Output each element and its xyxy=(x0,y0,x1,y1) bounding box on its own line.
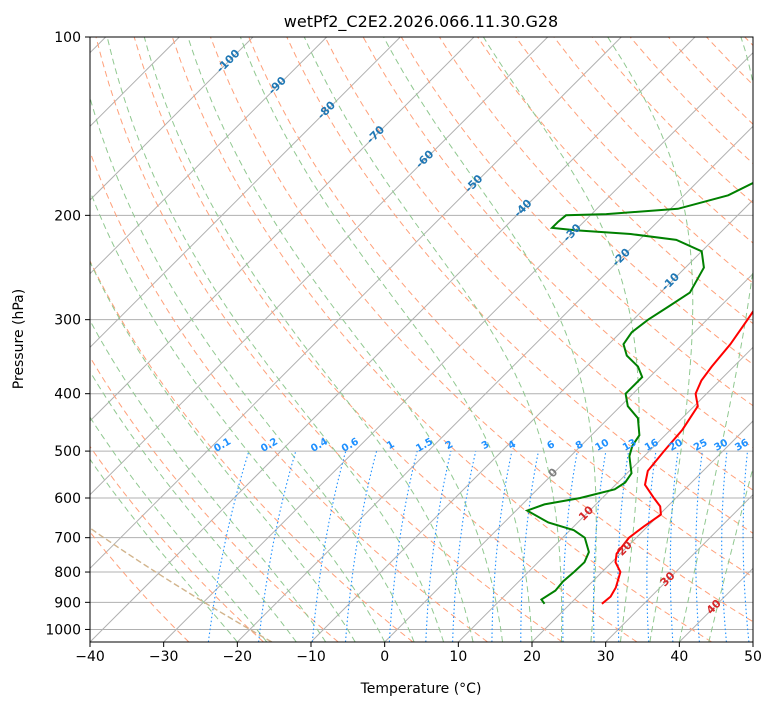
dry-adiabat-line xyxy=(745,37,775,642)
mixing-ratio-line xyxy=(521,451,539,642)
mixing-ratio-line xyxy=(312,451,345,642)
dry-adiabat-line xyxy=(58,37,488,642)
x-tick-label: −40 xyxy=(75,649,105,665)
isotherm-line xyxy=(164,37,769,642)
dry-adiabat-line xyxy=(516,37,775,642)
mixing-ratio-line xyxy=(208,451,249,642)
mixing-ratio-label: 2 xyxy=(444,439,456,452)
y-tick-label: 900 xyxy=(54,595,81,611)
line-labels: -100-90-80-70-60-50-40-30-20-10010203040… xyxy=(212,47,751,617)
y-tick-label: 1000 xyxy=(45,622,81,638)
mixing-ratio-line xyxy=(743,451,749,642)
dry-adiabat-line xyxy=(554,37,775,642)
mixing-ratio-line xyxy=(563,451,578,642)
chart-title: wetPf2_C2E2.2026.066.11.30.G28 xyxy=(284,12,558,32)
isotherm-line xyxy=(0,37,253,642)
isotherm-line xyxy=(237,37,775,642)
x-tick-label: 40 xyxy=(670,649,688,665)
background-lines xyxy=(0,37,775,642)
mixing-ratio-label: 0.6 xyxy=(340,436,361,454)
mixing-ratio-label: 3 xyxy=(480,439,492,452)
x-tick-label: 0 xyxy=(380,649,389,665)
mixing-ratio-line xyxy=(647,451,656,642)
moist-adiabat-line xyxy=(0,37,296,642)
x-tick-label: −10 xyxy=(296,649,326,665)
y-tick-label: 300 xyxy=(54,313,81,329)
dry-adiabat-line xyxy=(668,37,775,642)
x-axis-label: Temperature (°C) xyxy=(360,681,482,697)
y-tick-label: 800 xyxy=(54,565,81,581)
dry-adiabat-line xyxy=(0,37,189,642)
y-tick-label: 600 xyxy=(54,491,81,507)
y-tick-label: 100 xyxy=(54,30,81,46)
y-tick-label: 200 xyxy=(54,208,81,224)
mixing-ratio-line xyxy=(259,451,296,642)
isotherm-label: -90 xyxy=(266,74,289,97)
moist-adiabat-line xyxy=(23,37,356,642)
moist-adiabat-line xyxy=(188,37,503,642)
isotherm-line xyxy=(0,37,327,642)
lcl-curve xyxy=(0,37,272,642)
mixing-ratio-label: 1.5 xyxy=(414,436,435,454)
mixing-ratio-label: 0.4 xyxy=(309,436,330,454)
mixing-ratio-line xyxy=(722,451,727,642)
moist-adiabat-line xyxy=(144,37,473,642)
y-tick-label: 500 xyxy=(54,444,81,460)
plot-frame xyxy=(90,37,753,642)
x-tick-label: −20 xyxy=(223,649,253,665)
isotherm-line xyxy=(0,37,474,642)
mixing-ratio-label: 1 xyxy=(385,439,397,452)
moist-adiabat-line xyxy=(0,37,237,642)
y-tick-label: 700 xyxy=(54,531,81,547)
mixing-ratio-label: 0.2 xyxy=(259,436,280,454)
mixing-ratio-label: 0.1 xyxy=(212,436,233,454)
dry-adiabat-line xyxy=(707,37,775,642)
temperature-profile-line xyxy=(602,37,775,604)
mixing-ratio-line xyxy=(346,451,377,642)
isotherm-line xyxy=(16,37,621,642)
isotherm-line xyxy=(90,37,695,642)
dry-adiabat-line xyxy=(0,37,338,642)
x-tick-label: 20 xyxy=(523,649,541,665)
x-tick-label: 30 xyxy=(597,649,615,665)
moist-adiabat-line xyxy=(709,37,775,642)
dewpoint-profile-line xyxy=(527,37,775,604)
isotherm-line xyxy=(679,37,775,642)
dry-adiabat-line xyxy=(211,37,775,642)
y-tick-label: 400 xyxy=(54,387,81,403)
x-tick-label: −30 xyxy=(149,649,179,665)
dry-adiabat-line xyxy=(20,37,413,642)
y-axis-label: Pressure (hPa) xyxy=(11,289,27,389)
sounding-data xyxy=(527,37,775,604)
x-tick-label: 10 xyxy=(449,649,467,665)
moist-adiabat-line xyxy=(384,37,597,642)
x-tick-label: 50 xyxy=(744,649,762,665)
dry-adiabat-line xyxy=(0,37,264,642)
isotherm-line xyxy=(0,37,400,642)
isotherm-line xyxy=(753,37,775,642)
mixing-ratio-line xyxy=(453,451,476,642)
mixing-ratio-label: 6 xyxy=(545,439,557,452)
dry-adiabat-line xyxy=(134,37,637,642)
mixing-ratio-line xyxy=(492,451,512,642)
dry-adiabat-line xyxy=(439,37,775,642)
moist-adiabat-line xyxy=(240,37,532,642)
mixing-ratio-label: 4 xyxy=(506,439,518,452)
isotherm-line xyxy=(385,37,775,642)
mixing-ratio-line xyxy=(426,451,451,642)
mixing-ratio-line xyxy=(765,451,772,642)
moist-adiabat-line xyxy=(304,37,561,642)
